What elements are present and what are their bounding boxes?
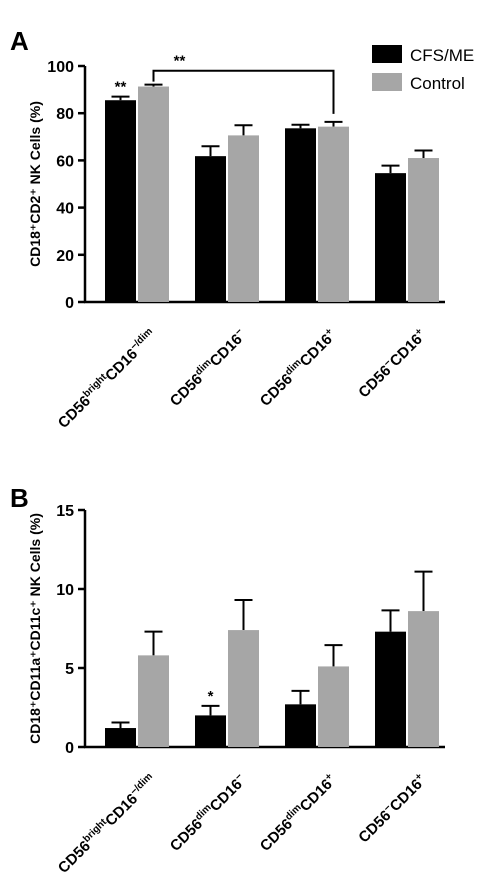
bar-control: [408, 158, 439, 302]
bar-cfsme: [195, 715, 226, 747]
category-label: CD56dimCD16+: [256, 326, 340, 410]
category-label: CD56dimCD16−: [166, 771, 250, 855]
bar-control: [318, 126, 349, 302]
y-tick-label: 80: [56, 106, 74, 123]
y-tick-label: 20: [56, 248, 74, 265]
y-tick-label: 5: [65, 661, 74, 678]
y-axis-title: CD18⁺CD2⁺ NK Cells (%): [27, 101, 43, 267]
bar-cfsme: [375, 631, 406, 747]
category-label: CD56−CD16+: [355, 771, 430, 846]
category-label-sup: −/dim: [128, 326, 155, 353]
y-tick-label: 60: [56, 153, 74, 170]
legend-swatch: [372, 45, 402, 63]
significance-marker: **: [174, 53, 186, 70]
legend-swatch: [372, 73, 402, 91]
bar-cfsme: [105, 728, 136, 747]
y-tick-label: 40: [56, 201, 74, 218]
bar-control: [138, 86, 169, 302]
bar-control: [408, 611, 439, 747]
bar-cfsme: [285, 128, 316, 302]
bar-control: [138, 655, 169, 747]
panel-letter: B: [10, 483, 29, 513]
category-label-sup: −/dim: [128, 771, 155, 798]
panel-letter: A: [10, 26, 29, 56]
y-axis-title: CD18⁺CD11a⁺CD11c⁺ NK Cells (%): [27, 513, 43, 744]
category-label: CD56brightCD16−/dim: [54, 771, 160, 877]
bar-cfsme: [105, 100, 136, 302]
panel-b: B 0 5 10 15 CD18⁺CD11a⁺CD11c⁺ NK Cells (%) CD5…: [10, 483, 445, 877]
bar-cfsme: [375, 173, 406, 302]
bar-control: [318, 666, 349, 747]
y-tick-label: 100: [47, 59, 74, 76]
category-label: CD56−CD16+: [355, 326, 430, 401]
significance-bracket: [152, 69, 335, 114]
significance-marker: **: [115, 79, 127, 96]
y-tick-label: 15: [56, 503, 74, 520]
bar-control: [228, 135, 259, 302]
significance-marker: *: [208, 688, 214, 705]
y-tick-label: 0: [65, 295, 74, 312]
bar-cfsme: [195, 156, 226, 302]
bar-control: [228, 630, 259, 747]
y-tick-label: 10: [56, 582, 74, 599]
bar-cfsme: [285, 704, 316, 747]
category-label: CD56dimCD16−: [166, 326, 250, 410]
legend-label: CFS/ME: [410, 46, 474, 65]
category-label: CD56dimCD16+: [256, 771, 340, 855]
y-tick-label: 0: [65, 740, 74, 757]
legend-label: Control: [410, 74, 465, 93]
legend: CFS/ME Control: [372, 45, 474, 93]
category-label: CD56brightCD16−/dim: [54, 326, 160, 432]
